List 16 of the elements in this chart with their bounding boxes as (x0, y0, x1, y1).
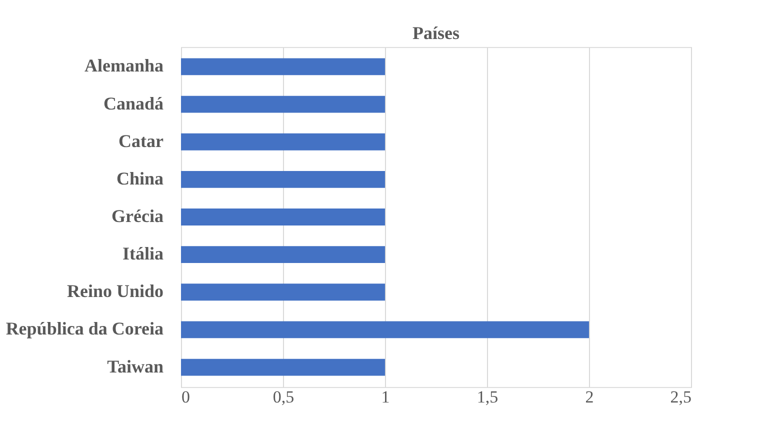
x-tick-label: 1,5 (476, 388, 498, 406)
x-tick-label: 1 (381, 388, 390, 406)
y-tick-label: Canadá (103, 93, 164, 114)
y-tick-label: Reino Unido (66, 281, 164, 302)
chart-title: Países (412, 23, 460, 43)
y-tick-label: Catar (118, 130, 164, 151)
x-tick-label: 2 (585, 388, 594, 406)
y-tick-label: Taiwan (107, 356, 164, 376)
x-tick-label: 2,5 (670, 388, 692, 406)
y-tick-label: República da Coreia (6, 318, 164, 339)
x-tick-label: 0,5 (272, 388, 294, 406)
x-tick-label: 0 (182, 388, 190, 406)
y-tick-label: Alemanha (84, 56, 164, 76)
y-tick-label: Itália (122, 244, 164, 264)
y-tick-label: China (116, 168, 164, 188)
y-tick-label: Grécia (112, 206, 164, 226)
